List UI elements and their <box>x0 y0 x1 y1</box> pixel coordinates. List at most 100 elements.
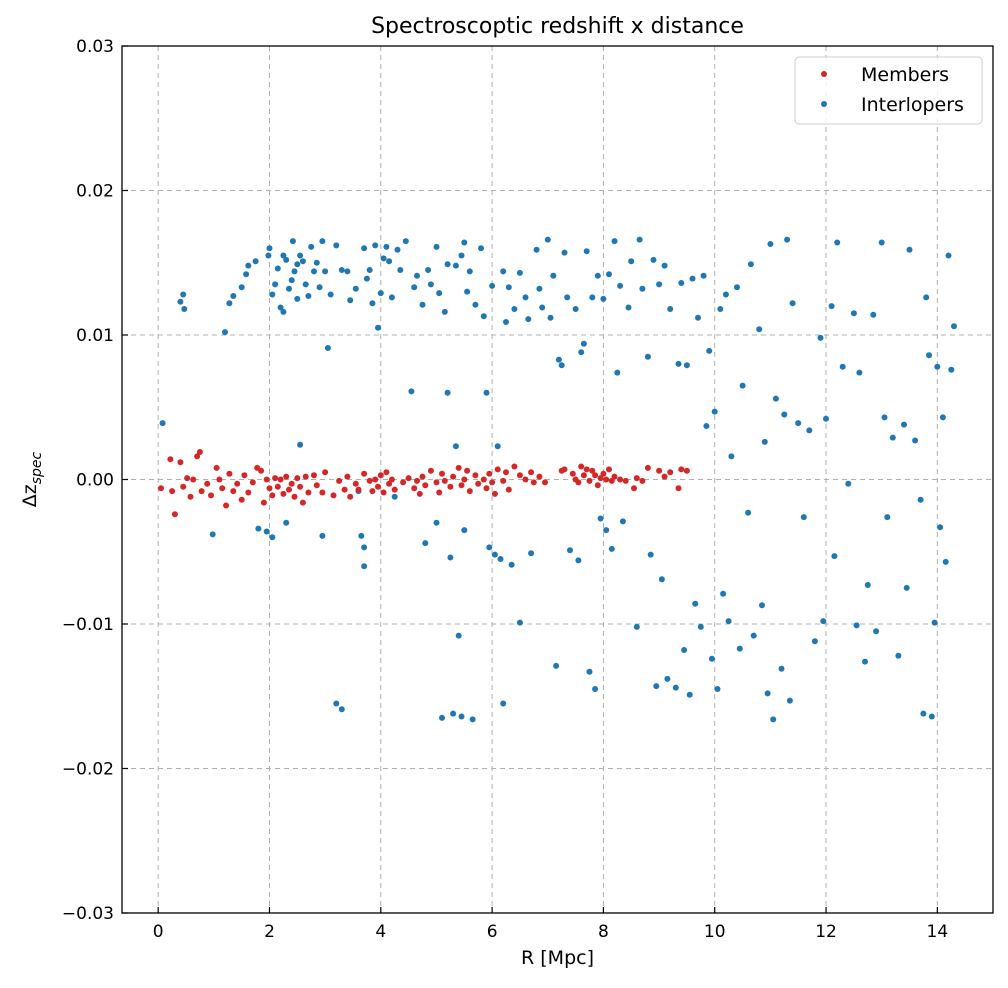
point-members <box>586 477 593 484</box>
point-interlopers <box>561 249 568 256</box>
point-interlopers <box>516 269 523 276</box>
x-axis-label: R [Mpc] <box>521 947 594 969</box>
point-interlopers <box>850 310 857 317</box>
point-interlopers <box>366 267 373 273</box>
point-interlopers <box>903 584 910 591</box>
point-members <box>219 485 226 492</box>
point-interlopers <box>756 326 763 333</box>
point-interlopers <box>878 239 885 246</box>
point-interlopers <box>286 285 292 292</box>
point-members <box>483 485 490 492</box>
point-members <box>366 477 373 484</box>
point-interlopers <box>455 632 462 639</box>
point-interlopers <box>734 284 740 291</box>
point-members <box>291 493 298 500</box>
point-members <box>427 467 434 474</box>
point-members <box>575 479 582 486</box>
point-interlopers <box>795 420 802 427</box>
x-tick-label: 6 <box>487 922 498 942</box>
point-members <box>226 470 233 477</box>
point-interlopers <box>739 382 746 389</box>
point-interlopers <box>483 389 490 396</box>
point-interlopers <box>383 243 390 250</box>
point-members <box>194 453 201 460</box>
point-interlopers <box>633 623 640 630</box>
point-interlopers <box>703 423 710 429</box>
point-interlopers <box>951 323 957 330</box>
point-interlopers <box>614 369 621 376</box>
point-interlopers <box>800 514 807 521</box>
point-members <box>494 466 501 473</box>
point-interlopers <box>789 300 796 307</box>
point-interlopers <box>594 272 601 279</box>
point-members <box>167 456 174 463</box>
point-members <box>258 467 265 474</box>
x-tick-label: 4 <box>375 922 386 942</box>
point-members <box>169 488 176 495</box>
point-interlopers <box>564 294 571 301</box>
point-members <box>608 477 615 484</box>
legend-label-interlopers: Interlopers <box>861 94 964 116</box>
point-interlopers <box>289 238 296 245</box>
point-interlopers <box>664 675 671 682</box>
point-interlopers <box>461 527 468 534</box>
point-interlopers <box>361 563 368 570</box>
point-interlopers <box>567 547 573 554</box>
point-interlopers <box>747 261 754 268</box>
point-members <box>516 472 523 479</box>
point-interlopers <box>912 437 919 444</box>
point-members <box>313 482 320 489</box>
point-interlopers <box>444 261 451 268</box>
point-interlopers <box>265 252 272 259</box>
point-members <box>661 473 668 480</box>
point-members <box>600 470 607 477</box>
point-members <box>322 469 329 476</box>
point-interlopers <box>592 686 599 692</box>
point-interlopers <box>491 551 498 558</box>
x-tick-label: 8 <box>598 922 609 942</box>
point-interlopers <box>575 557 582 564</box>
point-members <box>190 476 197 483</box>
point-members <box>597 475 604 482</box>
point-members <box>319 489 326 496</box>
point-interlopers <box>425 267 432 273</box>
point-members <box>611 473 618 480</box>
point-members <box>388 476 395 483</box>
point-interlopers <box>695 314 701 321</box>
point-interlopers <box>522 294 529 301</box>
point-interlopers <box>656 281 663 288</box>
point-interlopers <box>280 308 287 315</box>
point-members <box>347 493 354 500</box>
point-interlopers <box>745 509 752 516</box>
point-interlopers <box>873 628 880 635</box>
legend-marker-members <box>821 71 827 77</box>
point-interlopers <box>294 295 301 302</box>
point-interlopers <box>377 290 384 297</box>
legend-box <box>794 56 983 125</box>
point-interlopers <box>558 362 565 369</box>
point-interlopers <box>806 427 813 434</box>
point-interlopers <box>180 291 187 298</box>
point-interlopers <box>500 268 507 275</box>
point-members <box>530 479 537 486</box>
point-interlopers <box>338 706 345 713</box>
point-interlopers <box>884 514 891 521</box>
point-members <box>372 476 379 483</box>
point-interlopers <box>252 258 259 265</box>
point-interlopers <box>661 262 668 269</box>
point-interlopers <box>369 300 376 307</box>
point-interlopers <box>319 238 326 245</box>
point-interlopers <box>511 306 518 312</box>
point-interlopers <box>461 239 468 246</box>
point-members <box>208 492 214 499</box>
point-interlopers <box>536 285 543 292</box>
point-interlopers <box>772 395 779 402</box>
point-interlopers <box>338 267 345 273</box>
x-tick-label: 14 <box>927 922 949 942</box>
point-interlopers <box>159 420 166 427</box>
point-interlopers <box>714 686 721 692</box>
point-interlopers <box>722 291 729 298</box>
point-interlopers <box>939 414 946 421</box>
point-interlopers <box>906 246 913 253</box>
